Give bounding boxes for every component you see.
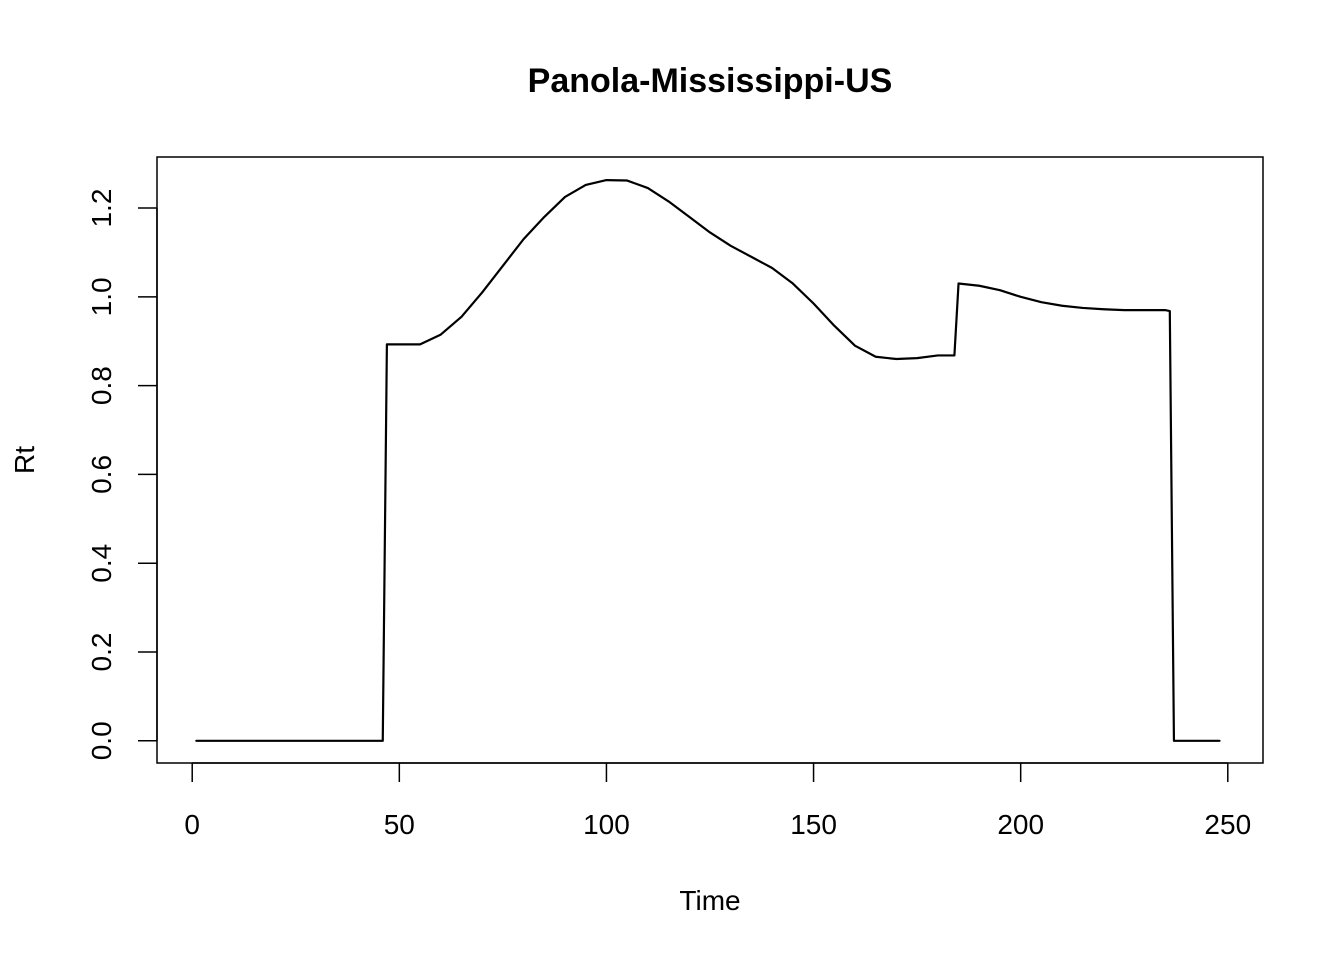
x-tick-label: 200 (997, 809, 1044, 840)
chart-title: Panola-Mississippi-US (528, 62, 893, 100)
x-tick-label: 150 (790, 809, 837, 840)
x-axis-label: Time (679, 885, 740, 916)
y-tick-label: 1.2 (86, 189, 117, 228)
x-tick-label: 100 (583, 809, 630, 840)
y-tick-label: 0.4 (86, 544, 117, 583)
y-tick-label: 1.0 (86, 277, 117, 316)
x-tick-label: 0 (184, 809, 200, 840)
x-tick-label: 50 (384, 809, 415, 840)
y-axis: 0.0 0.2 0.4 0.6 0.8 1.0 1.2 (86, 189, 158, 760)
y-axis-label: Rt (9, 446, 40, 474)
y-tick-label: 0.0 (86, 721, 117, 760)
y-tick-label: 0.2 (86, 633, 117, 672)
x-tick-label: 250 (1204, 809, 1251, 840)
rt-series-line (195, 178, 1221, 742)
y-tick-label: 0.8 (86, 366, 117, 405)
x-axis: 0 50 100 150 200 250 (184, 762, 1251, 840)
y-tick-label: 0.6 (86, 455, 117, 494)
